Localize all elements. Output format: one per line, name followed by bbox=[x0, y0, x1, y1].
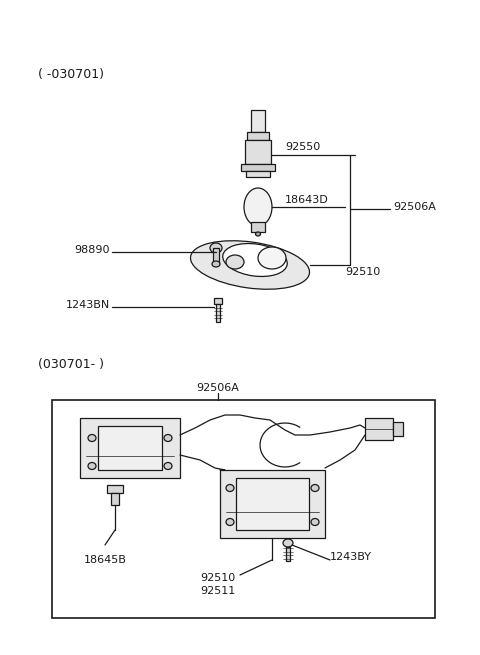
Ellipse shape bbox=[244, 188, 272, 226]
Bar bbox=[251, 110, 265, 132]
Ellipse shape bbox=[226, 255, 244, 269]
Ellipse shape bbox=[258, 247, 286, 269]
Bar bbox=[247, 132, 269, 140]
Bar bbox=[251, 222, 265, 232]
Text: 92510: 92510 bbox=[345, 267, 380, 277]
Bar bbox=[393, 422, 403, 436]
Ellipse shape bbox=[311, 485, 319, 491]
Bar bbox=[245, 140, 271, 164]
Bar bbox=[216, 304, 220, 322]
Bar bbox=[236, 478, 309, 530]
Bar bbox=[246, 171, 270, 177]
Ellipse shape bbox=[226, 485, 234, 491]
Ellipse shape bbox=[210, 243, 222, 253]
Text: 92550: 92550 bbox=[285, 142, 320, 152]
Text: ( -030701): ( -030701) bbox=[38, 68, 104, 81]
Ellipse shape bbox=[164, 434, 172, 441]
Bar bbox=[52, 400, 435, 618]
Bar bbox=[80, 418, 180, 478]
Bar bbox=[98, 426, 162, 470]
Bar bbox=[365, 418, 393, 440]
Text: 92511: 92511 bbox=[200, 586, 235, 596]
Ellipse shape bbox=[88, 462, 96, 470]
Text: 98890: 98890 bbox=[74, 245, 110, 255]
Bar bbox=[213, 248, 219, 264]
Text: 1243BY: 1243BY bbox=[330, 552, 372, 562]
Text: 92510: 92510 bbox=[200, 573, 235, 583]
Ellipse shape bbox=[191, 241, 310, 290]
Bar bbox=[220, 470, 325, 538]
Bar bbox=[241, 164, 275, 171]
Text: 18643D: 18643D bbox=[285, 195, 329, 205]
Ellipse shape bbox=[164, 462, 172, 470]
Ellipse shape bbox=[283, 539, 293, 547]
Text: (030701- ): (030701- ) bbox=[38, 358, 104, 371]
Text: 18645B: 18645B bbox=[84, 555, 126, 565]
Ellipse shape bbox=[255, 232, 261, 236]
Text: 1243BN: 1243BN bbox=[66, 300, 110, 310]
Bar bbox=[286, 547, 290, 561]
Bar bbox=[214, 298, 222, 304]
Ellipse shape bbox=[226, 519, 234, 525]
Text: 92506A: 92506A bbox=[393, 202, 436, 212]
Ellipse shape bbox=[88, 434, 96, 441]
Text: 92506A: 92506A bbox=[197, 383, 240, 393]
Ellipse shape bbox=[223, 244, 287, 276]
Ellipse shape bbox=[311, 519, 319, 525]
Bar bbox=[111, 493, 119, 505]
Bar bbox=[107, 485, 123, 493]
Ellipse shape bbox=[212, 261, 220, 267]
